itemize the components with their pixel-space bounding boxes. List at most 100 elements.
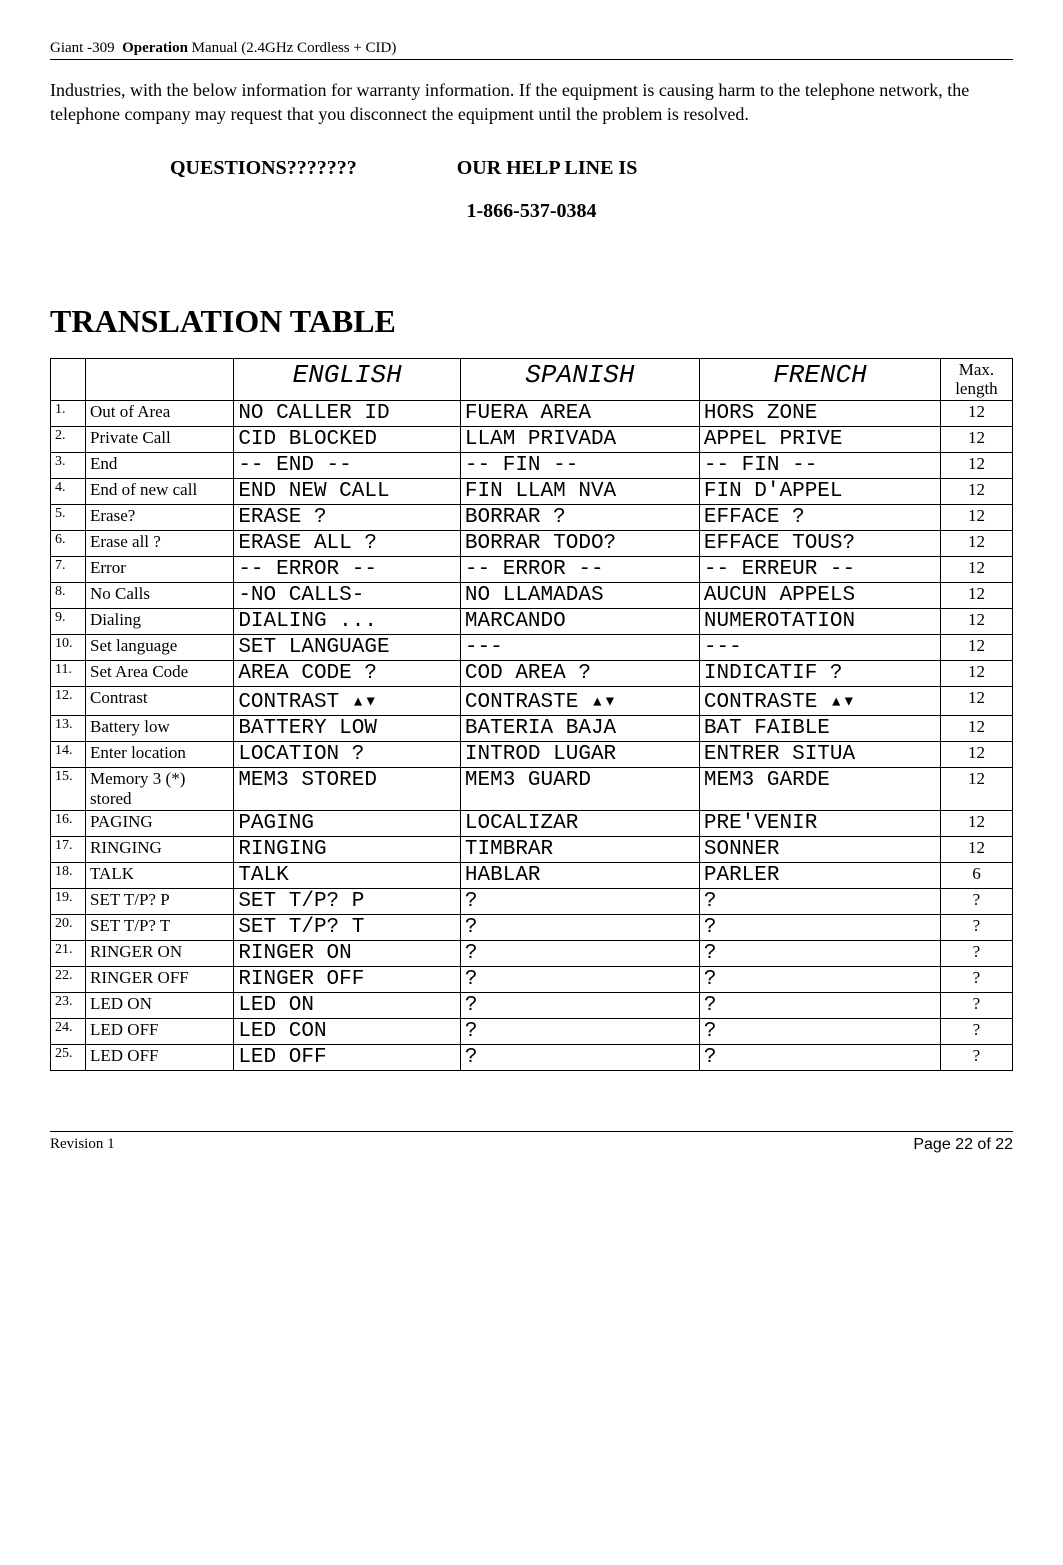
row-max: 12: [940, 478, 1012, 504]
table-row: 2.Private CallCID BLOCKEDLLAM PRIVADAAPP…: [51, 426, 1013, 452]
row-french: FIN D'APPEL: [699, 478, 940, 504]
row-label: SET T/P? P: [86, 888, 234, 914]
page-header: Giant -309 Operation Manual (2.4GHz Cord…: [50, 40, 1013, 60]
row-max: ?: [940, 1044, 1012, 1070]
row-label: Private Call: [86, 426, 234, 452]
row-french: EFFACE ?: [699, 504, 940, 530]
row-num: 23.: [51, 992, 86, 1018]
row-english: -- END --: [234, 452, 461, 478]
row-spanish: MEM3 GUARD: [460, 767, 699, 810]
row-english: LED ON: [234, 992, 461, 1018]
row-french: HORS ZONE: [699, 400, 940, 426]
row-english: RINGER OFF: [234, 966, 461, 992]
row-english: LOCATION ?: [234, 741, 461, 767]
row-max: 12: [940, 660, 1012, 686]
row-spanish: ?: [460, 1018, 699, 1044]
questions-right: OUR HELP LINE IS: [457, 157, 638, 179]
row-french: NUMEROTATION: [699, 608, 940, 634]
translation-table: ENGLISH SPANISH FRENCH Max. length 1.Out…: [50, 358, 1013, 1071]
table-row: 13.Battery lowBATTERY LOWBATERIA BAJABAT…: [51, 715, 1013, 741]
row-spanish: TIMBRAR: [460, 836, 699, 862]
row-spanish: ?: [460, 966, 699, 992]
row-label: LED OFF: [86, 1044, 234, 1070]
table-row: 17.RINGINGRINGINGTIMBRARSONNER12: [51, 836, 1013, 862]
section-title: TRANSLATION TABLE: [50, 303, 1013, 340]
row-max: 12: [940, 400, 1012, 426]
row-spanish: ?: [460, 992, 699, 1018]
row-english: AREA CODE ?: [234, 660, 461, 686]
questions-line: QUESTIONS???????OUR HELP LINE IS: [170, 157, 1013, 180]
table-row: 24.LED OFFLED CON???: [51, 1018, 1013, 1044]
row-english: END NEW CALL: [234, 478, 461, 504]
table-row: 20.SET T/P? TSET T/P? T???: [51, 914, 1013, 940]
row-max: 12: [940, 741, 1012, 767]
row-spanish: ?: [460, 940, 699, 966]
row-spanish: NO LLAMADAS: [460, 582, 699, 608]
row-french: MEM3 GARDE: [699, 767, 940, 810]
header-max-2: length: [955, 379, 998, 398]
header-french: FRENCH: [699, 358, 940, 400]
row-label: LED ON: [86, 992, 234, 1018]
row-num: 6.: [51, 530, 86, 556]
row-max: 12: [940, 686, 1012, 715]
row-french: -- ERREUR --: [699, 556, 940, 582]
row-label: RINGER ON: [86, 940, 234, 966]
row-english: RINGING: [234, 836, 461, 862]
footer-left: Revision 1: [50, 1136, 115, 1154]
row-french: AUCUN APPELS: [699, 582, 940, 608]
row-label: SET T/P? T: [86, 914, 234, 940]
table-row: 23.LED ONLED ON???: [51, 992, 1013, 1018]
row-english: CONTRAST ▴▾: [234, 686, 461, 715]
title-rest: Manual (2.4GHz Cordless + CID): [188, 40, 396, 56]
row-num: 10.: [51, 634, 86, 660]
row-num: 17.: [51, 836, 86, 862]
row-english: TALK: [234, 862, 461, 888]
row-num: 25.: [51, 1044, 86, 1070]
row-spanish: LOCALIZAR: [460, 810, 699, 836]
table-header-row: ENGLISH SPANISH FRENCH Max. length: [51, 358, 1013, 400]
table-row: 19.SET T/P? PSET T/P? P???: [51, 888, 1013, 914]
row-french: SONNER: [699, 836, 940, 862]
row-english: BATTERY LOW: [234, 715, 461, 741]
row-max: 12: [940, 836, 1012, 862]
row-spanish: ?: [460, 888, 699, 914]
table-row: 7.Error-- ERROR ---- ERROR ---- ERREUR -…: [51, 556, 1013, 582]
table-row: 5.Erase?ERASE ?BORRAR ?EFFACE ?12: [51, 504, 1013, 530]
row-french: BAT FAIBLE: [699, 715, 940, 741]
row-max: ?: [940, 1018, 1012, 1044]
row-label: Enter location: [86, 741, 234, 767]
row-english: ERASE ?: [234, 504, 461, 530]
row-max: ?: [940, 914, 1012, 940]
row-label: Out of Area: [86, 400, 234, 426]
row-max: 12: [940, 530, 1012, 556]
table-row: 9.DialingDIALING ...MARCANDONUMEROTATION…: [51, 608, 1013, 634]
row-french: ?: [699, 914, 940, 940]
table-row: 14.Enter locationLOCATION ?INTROD LUGARE…: [51, 741, 1013, 767]
row-num: 5.: [51, 504, 86, 530]
header-max-1: Max.: [959, 360, 994, 379]
row-max: 12: [940, 715, 1012, 741]
row-max: 12: [940, 504, 1012, 530]
row-max: ?: [940, 992, 1012, 1018]
row-num: 21.: [51, 940, 86, 966]
header-blank-1: [51, 358, 86, 400]
row-spanish: -- ERROR --: [460, 556, 699, 582]
row-max: ?: [940, 940, 1012, 966]
row-label: End of new call: [86, 478, 234, 504]
row-num: 20.: [51, 914, 86, 940]
row-english: RINGER ON: [234, 940, 461, 966]
product-name: Giant -309: [50, 40, 115, 56]
table-row: 6.Erase all ?ERASE ALL ?BORRAR TODO?EFFA…: [51, 530, 1013, 556]
row-max: 12: [940, 634, 1012, 660]
row-max: 12: [940, 767, 1012, 810]
row-french: ---: [699, 634, 940, 660]
page-footer: Revision 1 Page 22 of 22: [50, 1131, 1013, 1154]
intro-paragraph: Industries, with the below information f…: [50, 78, 1013, 127]
row-french: EFFACE TOUS?: [699, 530, 940, 556]
row-spanish: MARCANDO: [460, 608, 699, 634]
row-english: SET LANGUAGE: [234, 634, 461, 660]
row-spanish: LLAM PRIVADA: [460, 426, 699, 452]
row-num: 11.: [51, 660, 86, 686]
row-label: RINGER OFF: [86, 966, 234, 992]
row-english: -- ERROR --: [234, 556, 461, 582]
